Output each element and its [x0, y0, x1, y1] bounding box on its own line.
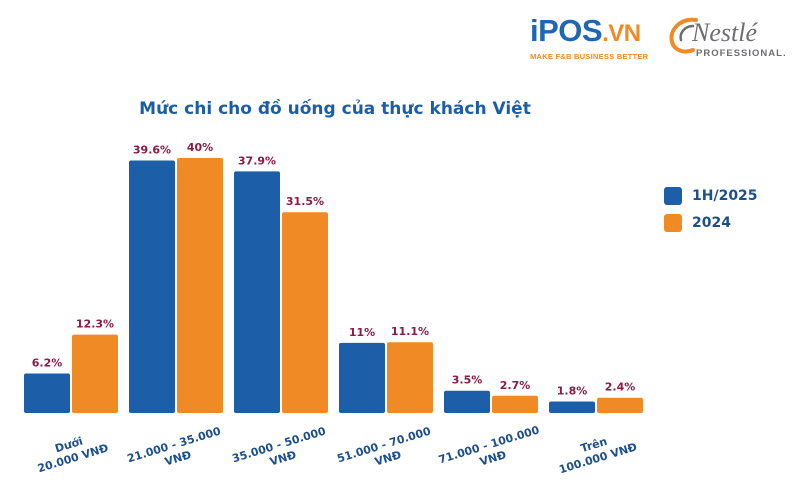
- nestle-professional-logo: Nestlé PROFESSIONAL.: [666, 8, 786, 64]
- data-label-1-1: 39.6%: [133, 144, 171, 157]
- data-label-2-3: 11.1%: [391, 325, 429, 338]
- chart-title: Mức chi cho đồ uống của thực khách Việt: [139, 99, 531, 119]
- legend-swatch-series-2: [664, 214, 682, 232]
- ipos-logo-text: iPOS.VN: [530, 14, 660, 51]
- legend-item-series-2: 2024: [664, 211, 758, 235]
- data-label-2-1: 40%: [187, 141, 213, 154]
- legend-item-series-1: 1H/2025: [664, 184, 758, 208]
- bar-1-5: [549, 401, 595, 413]
- ipos-domain: .VN: [602, 20, 641, 47]
- bar-1-3: [339, 342, 385, 413]
- bar-2-5: [597, 397, 643, 413]
- data-label-2-0: 12.3%: [76, 318, 114, 331]
- nestle-wordmark: Nestlé: [692, 18, 757, 47]
- bar-1-0: [24, 373, 70, 413]
- ipos-brand: iPOS: [530, 13, 603, 48]
- data-label-2-2: 31.5%: [286, 195, 324, 208]
- data-label-1-5: 1.8%: [557, 385, 588, 398]
- data-label-1-0: 6.2%: [32, 356, 63, 369]
- bar-1-2: [234, 171, 280, 413]
- chart-legend: 1H/2025 2024: [664, 184, 758, 238]
- bar-2-2: [282, 212, 328, 413]
- ipos-tagline: MAKE F&B BUSINESS BETTER: [530, 52, 649, 61]
- bar-1-1: [129, 160, 175, 413]
- bar-2-0: [72, 334, 118, 413]
- nestle-swirl-icon: [669, 17, 698, 54]
- bar-2-4: [492, 395, 538, 413]
- bar-2-1: [177, 158, 223, 413]
- data-label-2-4: 2.7%: [500, 379, 531, 392]
- data-label-1-2: 37.9%: [238, 154, 276, 167]
- legend-label-series-2: 2024: [692, 215, 731, 231]
- legend-swatch-series-1: [664, 187, 682, 205]
- ipos-logo: iPOS.VN MAKE F&B BUSINESS BETTER: [530, 14, 660, 64]
- legend-label-series-1: 1H/2025: [692, 188, 758, 204]
- data-label-1-3: 11%: [349, 326, 375, 339]
- bar-2-3: [387, 342, 433, 413]
- data-label-2-5: 2.4%: [605, 381, 636, 394]
- bar-1-4: [444, 390, 490, 413]
- nestle-subtitle: PROFESSIONAL.: [696, 48, 787, 59]
- data-label-1-4: 3.5%: [452, 374, 483, 387]
